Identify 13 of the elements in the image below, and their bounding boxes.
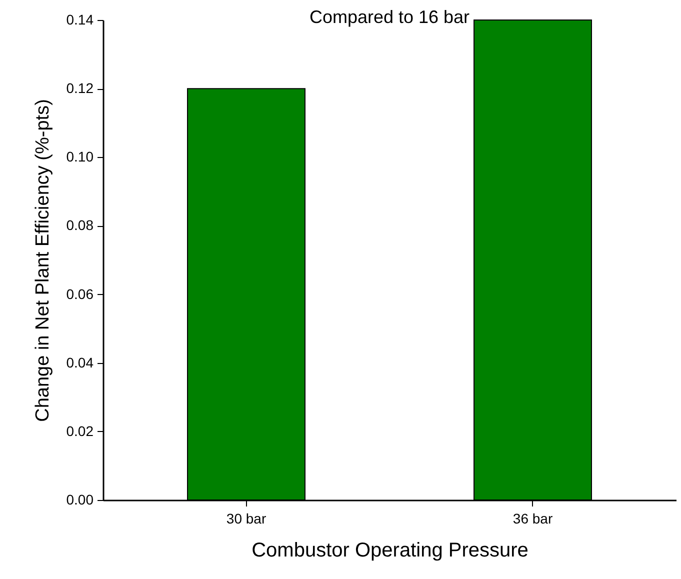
y-tick-label: 0.08 [66, 217, 94, 234]
y-tick-label: 0.04 [66, 354, 94, 370]
y-tick-label: 0.02 [66, 422, 94, 439]
y-tick-label: 0.12 [66, 80, 94, 96]
x-tick-label: 36 bar [512, 510, 553, 526]
x-tick-label: 30 bar [226, 510, 266, 526]
x-axis-title: Combustor Operating Pressure [252, 540, 528, 562]
y-axis-title: Change in Net Plant Efficiency (%-pts) [32, 99, 54, 422]
y-tick-label: 0.00 [66, 492, 94, 508]
y-tick-label: 0.14 [66, 12, 94, 28]
y-tick-label: 0.10 [66, 148, 94, 165]
y-tick-label: 0.06 [66, 286, 94, 302]
chart-title: Compared to 16 bar [309, 7, 470, 27]
